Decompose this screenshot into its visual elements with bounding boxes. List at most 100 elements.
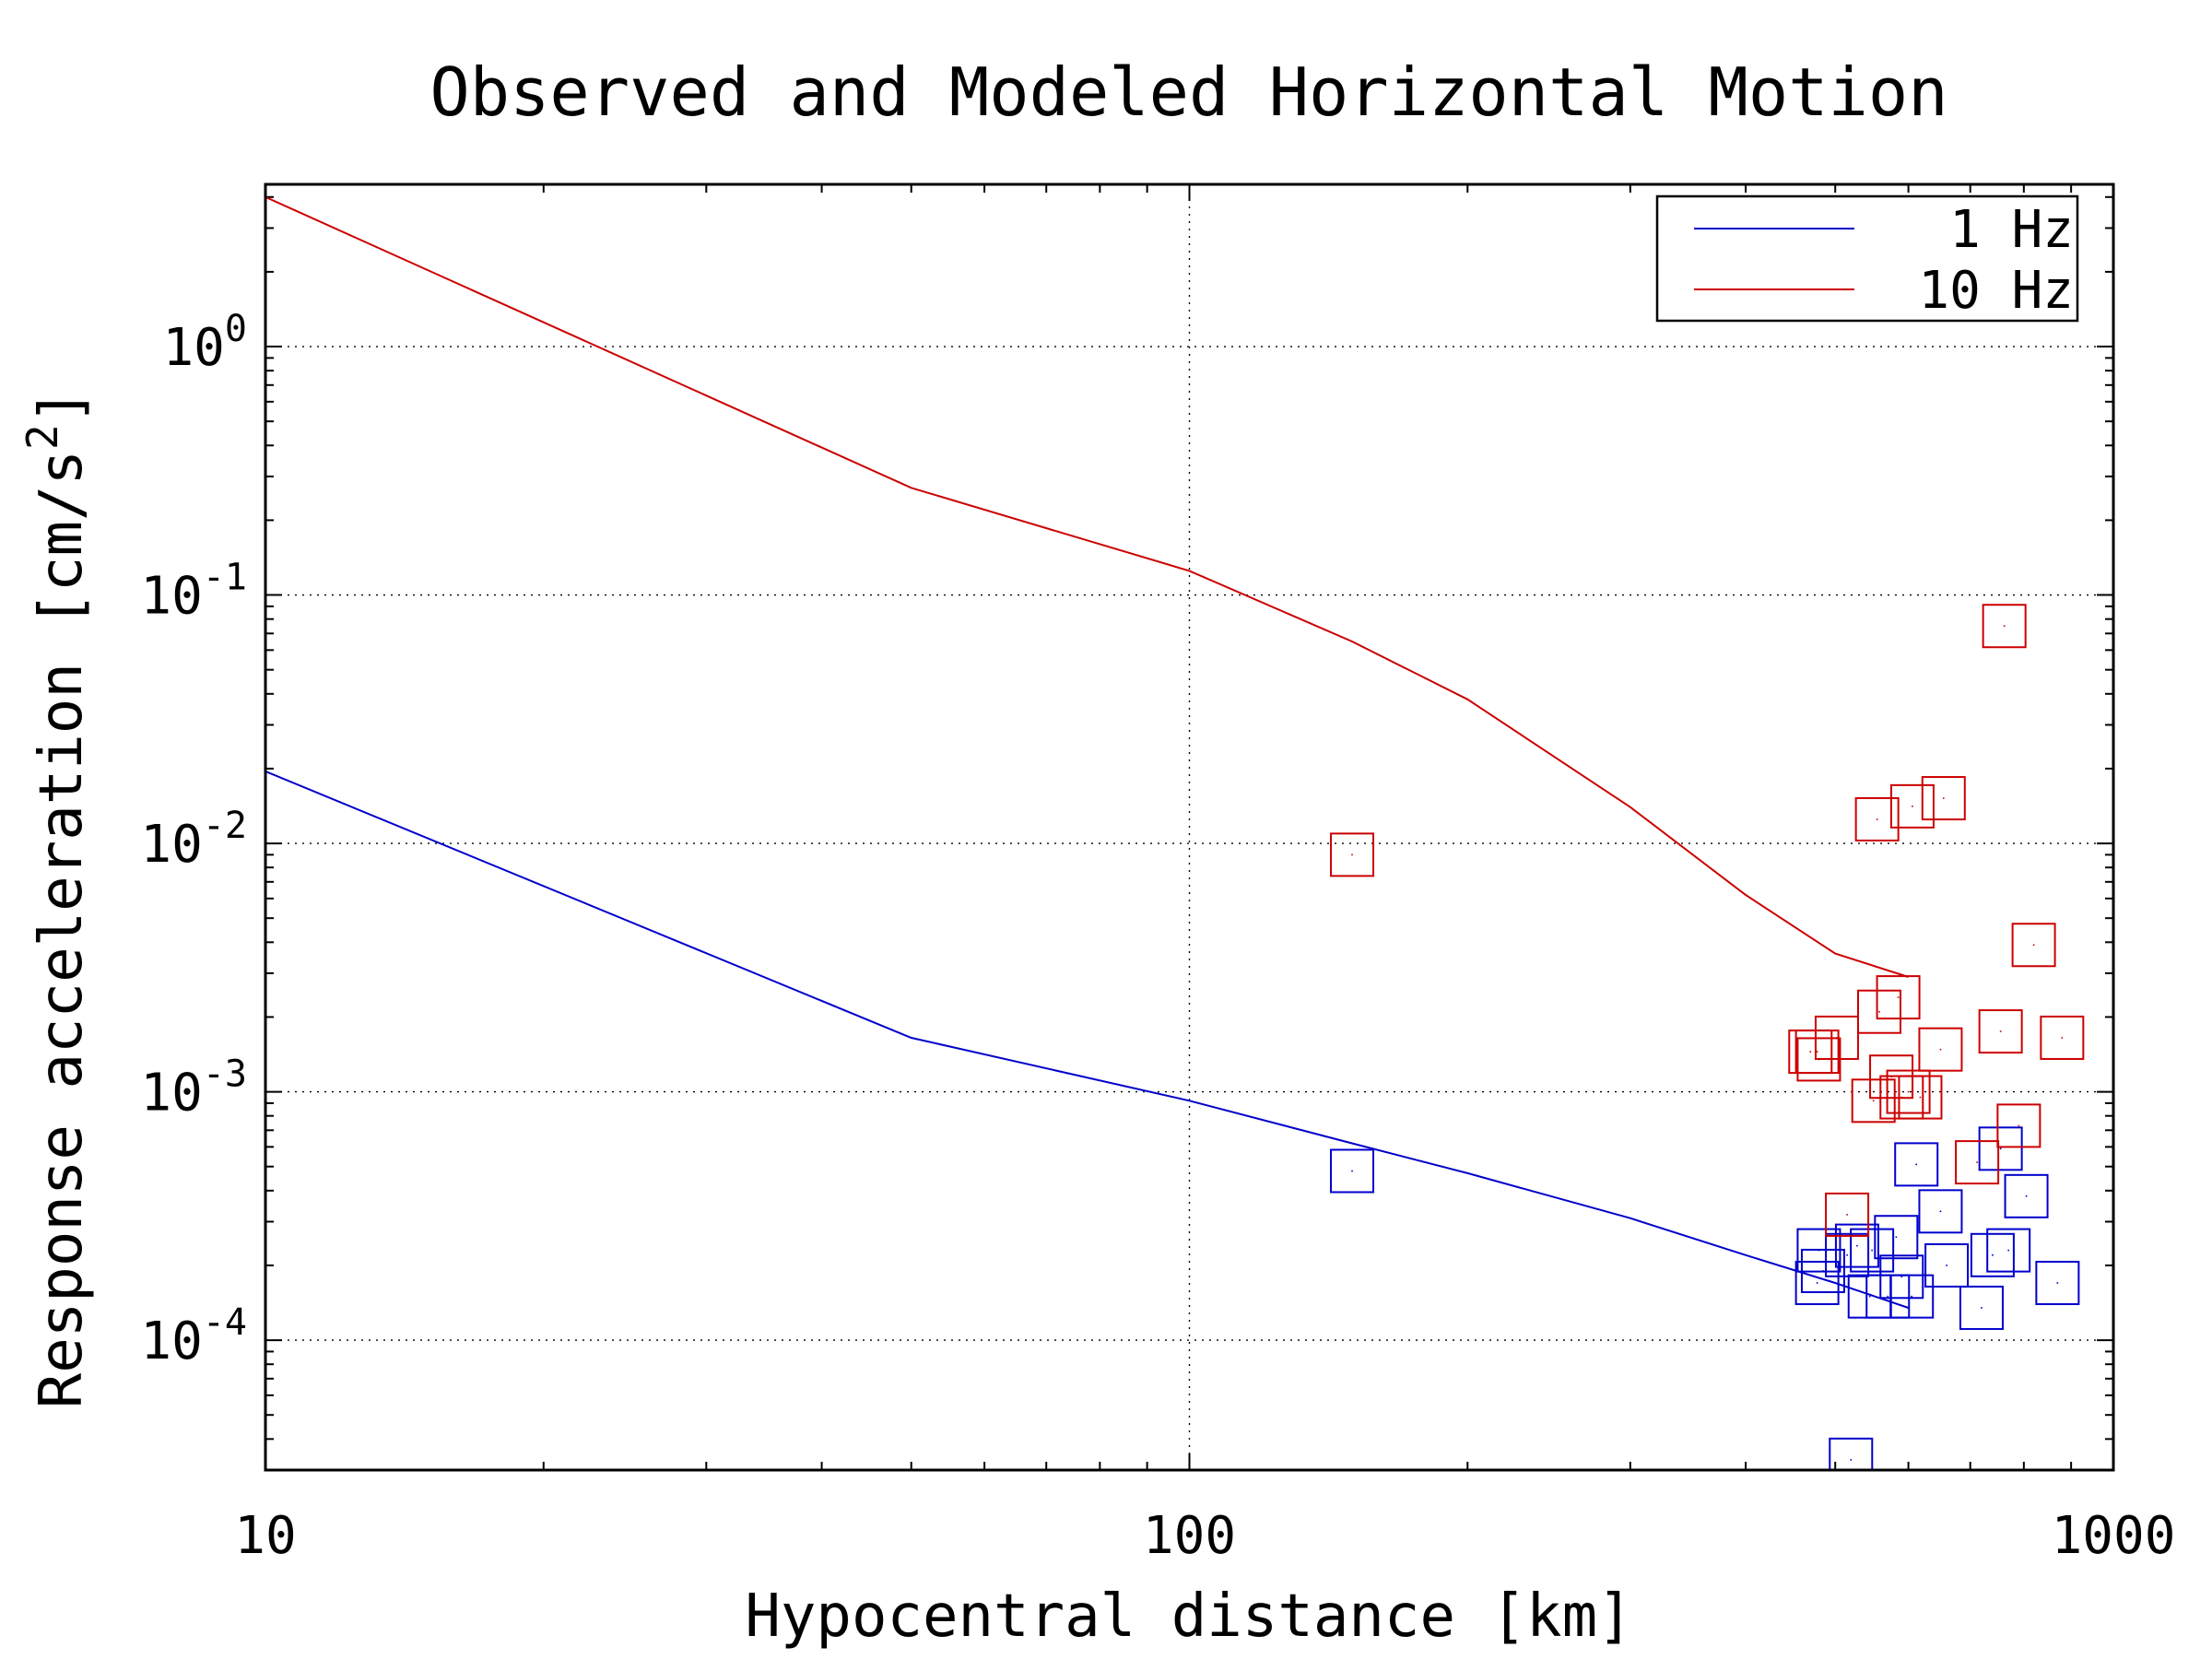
observed-point-marker [1978,1126,2023,1171]
y-tick-label-exponent: -2 [203,805,247,847]
observed-point-marker [1918,1027,1963,1072]
y-tick-label-exponent: -4 [203,1301,247,1344]
y-tick-label: 10-3 [140,1053,247,1124]
observed-point-center [1816,1051,1818,1053]
observed-point-marker [1330,1148,1375,1194]
observed-point-marker [1829,1437,1874,1470]
observed-point-center [1872,1100,1875,1102]
observed-point-marker [1889,1274,1935,1319]
observed-point-marker [1982,604,2027,649]
observed-point-marker [1886,1069,1931,1114]
observed-point-marker [1921,776,1966,821]
observed-point-center [1897,996,1900,998]
observed-point-center [2056,1282,2059,1284]
observed-point-center [2032,944,2035,947]
y-axis-label: Response acceleration [cm/s2] [18,389,96,1409]
observed-point-marker [1794,1030,1840,1075]
observed-point-marker [1879,1254,1924,1300]
observed-point-center [2025,1195,2028,1197]
observed-point-center [1999,1147,2002,1150]
observed-point-marker [1854,796,1900,841]
observed-point-marker [1996,1103,2041,1148]
observed-point-center [1876,818,1878,820]
observed-point-marker [1898,1075,1943,1120]
observed-point-marker [1955,1140,2000,1185]
observed-point-center [1836,1037,1838,1039]
observed-point-center [1850,1459,1853,1461]
observed-point-center [1900,1276,1903,1278]
observed-point-center [1992,1253,1994,1256]
observed-point-marker [1959,1285,2004,1330]
observed-point-center [1351,1170,1353,1172]
y-tick-label-exponent: -1 [203,557,247,599]
legend-label: 10 Hz [1918,261,2074,321]
y-tick-label: 10-4 [140,1301,247,1371]
y-tick-label-base: 10 [140,1312,202,1371]
observed-point-marker [1850,1228,1895,1273]
observed-point-marker [1330,832,1375,877]
series-line-1-hz [265,770,1909,1309]
observed-point-marker [1978,1009,2023,1054]
observed-point-center [1942,797,1945,799]
observed-point-center [1939,1048,1942,1051]
observed-point-marker [1800,1248,1845,1293]
y-tick-label-base: 10 [140,815,202,875]
observed-point-center [1919,1096,1922,1099]
observed-point-center [1946,1265,1947,1266]
observed-point-center [1976,1161,1978,1163]
y-axis-label-superscript: 2 [18,424,67,450]
observed-point-center [1981,1307,1983,1309]
observed-point-center [1900,1096,1903,1099]
series-line-10-hz [265,195,1909,978]
y-tick-label-base: 10 [140,1064,202,1124]
observed-point-center [1816,1282,1818,1284]
observed-point-center [1915,1163,1918,1166]
y-tick-label-base: 10 [140,567,202,627]
observed-point-center [2061,1037,2064,1039]
observed-point-center [1856,1244,1858,1247]
y-tick-label-base: 10 [162,318,224,378]
observed-point-center [1939,1210,1942,1213]
observed-point-center [2003,625,2006,628]
observed-point-marker [1970,1232,2015,1277]
observed-point-marker [1814,1015,1859,1060]
y-tick-label-exponent: 0 [225,308,247,350]
observed-point-marker [1825,1192,1870,1237]
observed-point-center [1351,853,1353,856]
observed-point-center [1871,1249,1873,1252]
y-axis-label-suffix: ] [28,389,96,425]
observed-point-marker [1874,1215,1919,1260]
observed-point-center [1999,1030,2002,1032]
x-tick-label: 100 [1143,1506,1236,1566]
chart-title: Observed and Modeled Horizontal Motion [429,53,1947,131]
y-axis-label-main: Response acceleration [cm/s [28,450,96,1408]
observed-point-marker [1857,989,1902,1034]
observed-point-center [1846,1253,1848,1256]
observed-point-marker [1876,975,1921,1020]
observed-point-center [1907,1090,1910,1093]
observed-point-marker [1851,1078,1896,1124]
y-tick-label: 10-2 [140,805,247,875]
x-tick-label: 1000 [2052,1506,2176,1566]
x-tick-label: 10 [234,1506,296,1566]
observed-point-marker [1825,1232,1870,1277]
observed-point-marker [1889,783,1935,829]
observed-point-marker [1894,1142,1939,1187]
observed-point-marker [2035,1260,2080,1305]
legend-box [1655,194,2079,323]
y-tick-label: 10-1 [140,557,247,627]
observed-point-center [2007,1249,2010,1252]
observed-point-center [1809,1051,1812,1053]
y-tick-label: 100 [162,308,247,378]
observed-point-center [1887,1295,1889,1298]
observed-point-center [1868,1295,1871,1298]
observed-point-marker [1794,1260,1840,1305]
observed-point-center [1911,1295,1913,1298]
y-tick-label-exponent: -3 [203,1053,247,1096]
observed-point-marker [1986,1228,2031,1273]
observed-point-marker [1834,1223,1879,1268]
